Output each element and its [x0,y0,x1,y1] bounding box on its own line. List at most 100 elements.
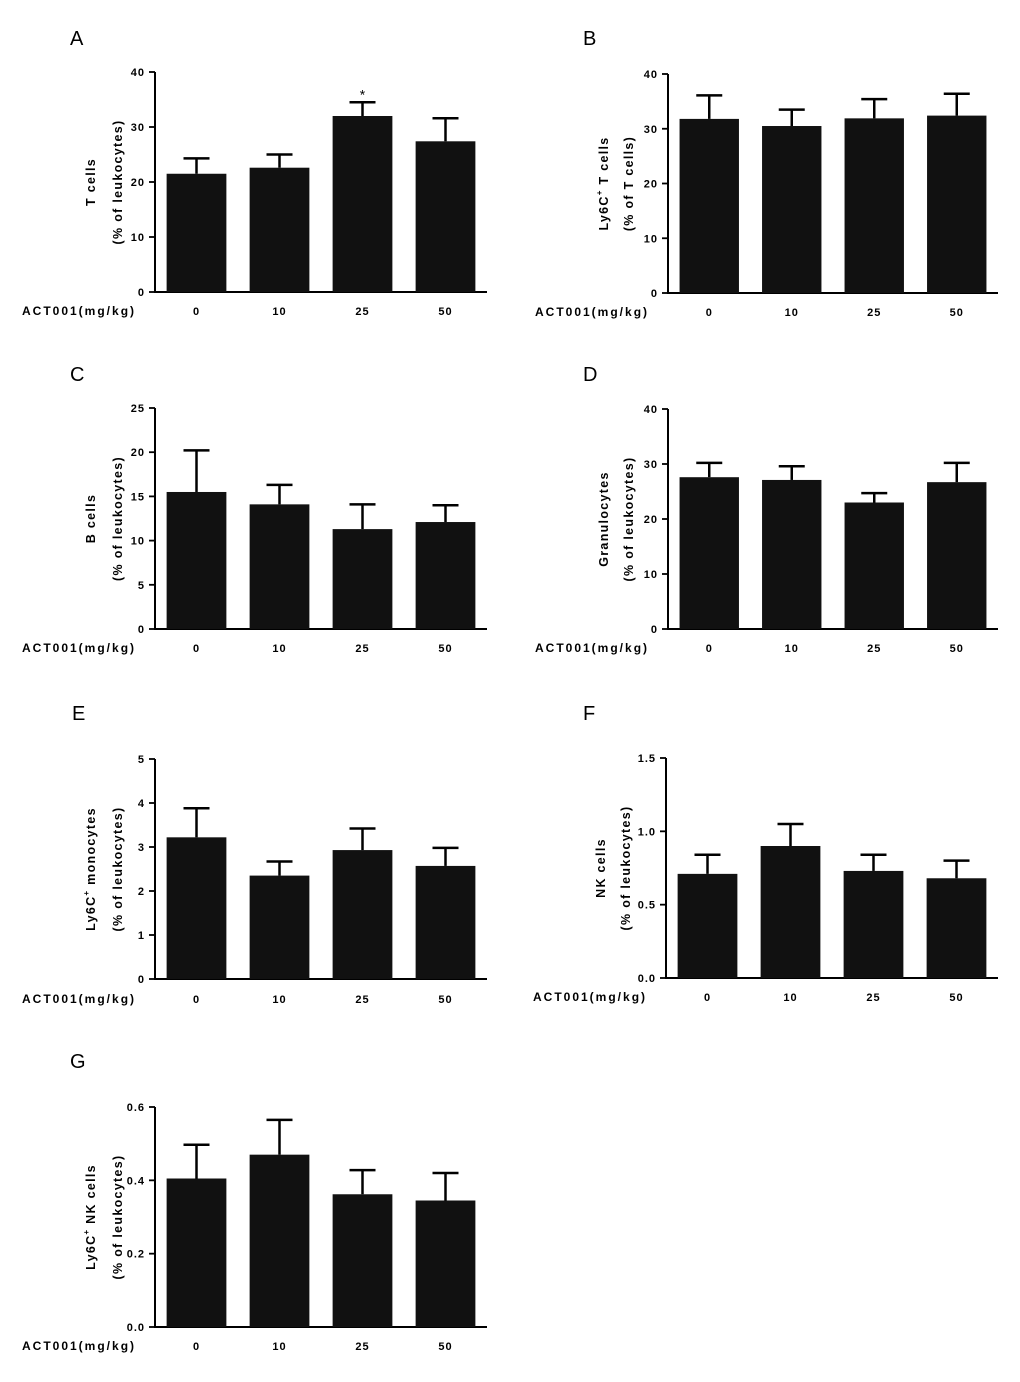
bar-0 [677,873,738,978]
y-tick-label: 0 [138,974,145,986]
y-tick-label: 1.0 [638,826,656,838]
y-tick-label: 4 [138,798,145,810]
bar-10 [762,126,822,293]
y-axis-title-superscript: + [82,1229,91,1235]
panel-letter: D [583,364,597,386]
chart-panel-g: G 0.0 0.2 0.4 0.6 0 10 25 50 ACT001(mg/kg) Ly6C+ N… [22,1051,487,1353]
panel-letter: C [70,364,84,386]
bar-50 [415,1200,476,1327]
y-tick-label: 0.4 [127,1175,145,1187]
panel-letter: G [70,1051,86,1073]
bar-25 [332,1194,393,1327]
y-tick-label: 20 [644,179,658,191]
bar-0 [166,837,227,979]
chart-panel-f: F 0.0 0.5 1.0 1.5 0 10 25 50 ACT001(mg/kg) NK cell… [533,703,998,1004]
bar-10 [249,875,310,979]
y-axis-title-line2: (% of leukocytes) [111,807,125,932]
y-axis-title-tail: NK cells [84,1164,98,1229]
y-tick-label: 0.2 [127,1249,145,1261]
x-axis-title: ACT001(mg/kg) [535,641,649,655]
y-axis-title-superscript: + [595,189,604,195]
y-tick-label: 40 [131,67,145,79]
x-category-label: 50 [438,643,452,655]
y-axis-title-line2: (% of leukocytes) [111,456,125,581]
x-category-label: 50 [950,307,964,319]
bar-10 [249,167,310,292]
chart-panel-d: D 0 10 20 30 40 0 10 25 50 ACT001(mg/kg) Granulocyt… [535,364,998,655]
y-axis-title-superscript: + [82,890,91,896]
x-axis-title: ACT001(mg/kg) [22,1339,136,1353]
x-category-label: 10 [783,992,797,1004]
bar-0 [166,1178,227,1327]
y-tick-label: 0.6 [127,1102,145,1114]
y-tick-label: 40 [644,69,658,81]
x-category-label: 25 [867,643,881,655]
x-category-label: 0 [704,992,711,1004]
x-axis-title: ACT001(mg/kg) [533,990,647,1004]
y-axis-title-line2: (% of leukocytes) [622,457,636,582]
x-category-label: 10 [272,994,286,1006]
y-tick-label: 30 [644,124,658,136]
bar-10 [760,846,821,978]
y-tick-label: 25 [131,403,145,415]
y-axis-title-main: NK cells [594,838,608,898]
bar-50 [927,482,987,629]
bar-50 [415,522,476,629]
bar-10 [762,479,822,629]
y-tick-label: 20 [131,447,145,459]
y-tick-label: 10 [644,569,658,581]
y-axis-title-main: T cells [84,158,98,206]
y-tick-label: 40 [644,404,658,416]
y-axis-title-line1: Ly6C+ T cells [595,136,611,230]
x-category-label: 25 [355,994,369,1006]
y-tick-label: 1 [138,930,145,942]
panel-letter: E [72,703,85,725]
y-axis-title-line1: NK cells [594,838,608,898]
y-tick-label: 2 [138,886,145,898]
x-category-label: 0 [706,643,713,655]
bar-50 [926,878,987,978]
y-axis-title-line1: Ly6C+ monocytes [82,807,98,931]
x-category-label: 10 [272,1341,286,1353]
y-tick-label: 15 [131,491,145,503]
y-axis-title-line2: (% of T cells) [622,136,636,231]
y-axis-title-line1: T cells [84,158,98,206]
y-axis-title-main: Ly6C [84,1235,98,1270]
x-category-label: 50 [438,306,452,318]
x-category-label: 25 [355,1341,369,1353]
y-axis-title-main: Ly6C [84,896,98,931]
bar-25 [844,502,904,629]
x-axis-title: ACT001(mg/kg) [22,641,136,655]
y-tick-label: 10 [644,233,658,245]
x-category-label: 0 [193,306,200,318]
y-axis-title-tail: T cells [597,136,611,189]
x-axis-title: ACT001(mg/kg) [535,305,649,319]
y-axis-title-line2: (% of leukocytes) [111,1155,125,1280]
chart-panel-b: B 0 10 20 30 40 0 10 25 50 ACT001(mg/kg) Ly6C+ T ce… [535,28,998,319]
y-axis-title-main: Granulocytes [597,471,611,567]
x-axis-title: ACT001(mg/kg) [22,304,136,318]
y-axis-title-line2: (% of leukocytes) [111,120,125,245]
y-tick-label: 0.0 [638,973,656,985]
x-category-label: 10 [272,306,286,318]
y-tick-label: 5 [138,580,145,592]
bar-50 [415,141,476,292]
bar-0 [166,491,227,629]
y-axis-title-line1: Granulocytes [597,471,611,567]
x-category-label: 10 [272,643,286,655]
bar-25 [332,850,393,979]
bar-0 [679,477,739,629]
bar-50 [415,865,476,979]
bar-10 [249,504,310,629]
y-axis-title-line1: B cells [84,494,98,543]
x-category-label: 25 [355,306,369,318]
x-category-label: 50 [438,994,452,1006]
x-category-label: 10 [785,307,799,319]
y-axis-title-main: B cells [84,494,98,543]
y-tick-label: 3 [138,842,145,854]
bar-25 [332,529,393,629]
significance-marker: * [360,86,366,102]
bar-0 [679,118,739,294]
